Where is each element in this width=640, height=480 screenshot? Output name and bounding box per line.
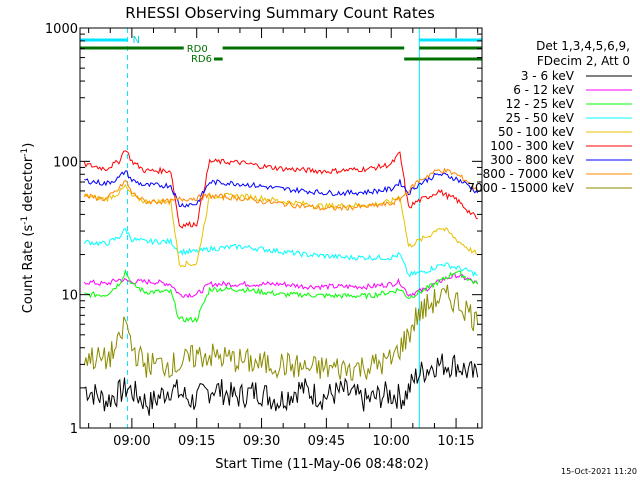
- y-axis-label-sup: -1: [20, 216, 30, 225]
- y-axis-label-part: Count Rate (s: [21, 225, 36, 314]
- legend-label: 25 - 50 keV: [506, 111, 575, 125]
- series-line-1: [83, 272, 479, 299]
- x-tick-label: 09:30: [243, 434, 280, 449]
- series-line-0: [84, 353, 479, 416]
- legend-label: 100 - 300 keV: [490, 139, 574, 153]
- timestamp: 15-Oct-2021 11:20: [561, 467, 637, 476]
- chart-title: RHESSI Observing Summary Count Rates: [125, 4, 435, 22]
- y-axis: 1 10 100 1000: [45, 22, 482, 437]
- legend-header: FDecim 2, Att 0: [537, 54, 630, 68]
- x-axis: 09:00 09:15 09:30 09:45 10:00 10:15: [88, 28, 479, 449]
- legend-label: 3 - 6 keV: [521, 69, 575, 83]
- x-tick-label: 09:15: [178, 434, 215, 449]
- x-tick-label: 10:00: [372, 434, 409, 449]
- y-axis-label-sup: -1: [20, 148, 30, 157]
- rd0-label: RD0: [187, 44, 208, 55]
- series-lines: [83, 150, 479, 416]
- y-tick-label: 10: [61, 289, 78, 304]
- series-line-6: [84, 170, 479, 208]
- legend-label: 6 - 12 keV: [513, 83, 575, 97]
- legend-label: 12 - 25 keV: [506, 97, 575, 111]
- night-label: N: [133, 35, 140, 46]
- legend-label: 7000 - 15000 keV: [467, 181, 574, 195]
- y-tick-label: 1000: [45, 22, 78, 37]
- series-line-3: [83, 227, 478, 278]
- series-line-2: [84, 269, 479, 323]
- x-tick-label: 09:45: [308, 434, 345, 449]
- y-axis-label-part: ): [21, 143, 36, 148]
- legend-label: 300 - 800 keV: [490, 153, 574, 167]
- y-axis-label: Count Rate (s-1 detector-1): [20, 143, 36, 314]
- legend-label: 800 - 7000 keV: [483, 167, 575, 181]
- series-line-5: [83, 150, 478, 229]
- rd6-label: RD6: [191, 54, 212, 65]
- y-tick-label: 100: [53, 155, 78, 170]
- x-axis-label: Start Time (11-May-06 08:48:02): [215, 457, 429, 472]
- legend-header: Det 1,3,4,5,6,9,: [536, 39, 630, 53]
- y-axis-label-part: detector: [21, 156, 36, 216]
- y-tick-label: 1: [70, 422, 78, 437]
- legend-label: 50 - 100 keV: [498, 125, 575, 139]
- x-tick-label: 09:00: [113, 434, 150, 449]
- series-line-7: [83, 167, 479, 212]
- series-line-8: [83, 284, 479, 381]
- plot-frame: [79, 27, 483, 429]
- x-tick-label: 10:15: [437, 434, 474, 449]
